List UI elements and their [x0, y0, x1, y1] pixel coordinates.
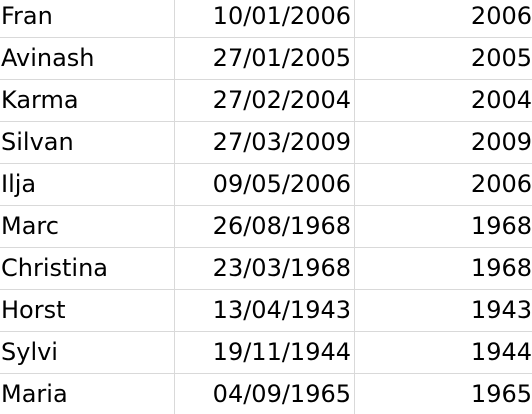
name-cell[interactable]: Marc [1, 212, 59, 240]
name-cell[interactable]: Horst [1, 296, 66, 324]
name-cell[interactable]: Karma [1, 86, 79, 114]
table-row: Sylvi 19/11/1944 1944 [0, 332, 532, 374]
year-cell[interactable]: 2005 [470, 44, 532, 72]
date-cell[interactable]: 13/04/1943 [212, 296, 351, 324]
date-cell[interactable]: 27/02/2004 [212, 86, 351, 114]
date-cell[interactable]: 04/09/1965 [212, 380, 351, 408]
date-cell[interactable]: 19/11/1944 [212, 338, 351, 366]
year-cell[interactable]: 2009 [470, 128, 532, 156]
name-cell[interactable]: Silvan [1, 128, 74, 156]
table-row: Horst 13/04/1943 1943 [0, 290, 532, 332]
name-cell[interactable]: Avinash [1, 44, 95, 72]
year-cell[interactable]: 1968 [470, 212, 532, 240]
date-cell[interactable]: 09/05/2006 [212, 170, 351, 198]
table-row: Ilja 09/05/2006 2006 [0, 164, 532, 206]
table-row: Karma 27/02/2004 2004 [0, 80, 532, 122]
name-cell[interactable]: Ilja [1, 170, 37, 198]
year-cell[interactable]: 1965 [470, 380, 532, 408]
table-row: Silvan 27/03/2009 2009 [0, 122, 532, 164]
year-cell[interactable]: 1943 [470, 296, 532, 324]
name-cell[interactable]: Maria [1, 380, 68, 408]
name-cell[interactable]: Christina [1, 254, 109, 282]
date-cell[interactable]: 23/03/1968 [212, 254, 351, 282]
name-cell[interactable]: Fran [1, 2, 53, 30]
date-cell[interactable]: 10/01/2006 [212, 2, 351, 30]
column-divider [174, 0, 175, 414]
year-cell[interactable]: 2004 [470, 86, 532, 114]
table-row: Christina 23/03/1968 1968 [0, 248, 532, 290]
table-row: Fran 10/01/2006 2006 [0, 0, 532, 38]
year-cell[interactable]: 1968 [470, 254, 532, 282]
date-cell[interactable]: 27/01/2005 [212, 44, 351, 72]
year-cell[interactable]: 2006 [470, 2, 532, 30]
table-row: Marc 26/08/1968 1968 [0, 206, 532, 248]
column-divider [354, 0, 355, 414]
date-cell[interactable]: 26/08/1968 [212, 212, 351, 240]
date-cell[interactable]: 27/03/2009 [212, 128, 351, 156]
table-row: Maria 04/09/1965 1965 [0, 374, 532, 414]
year-cell[interactable]: 1944 [470, 338, 532, 366]
year-cell[interactable]: 2006 [470, 170, 532, 198]
name-cell[interactable]: Sylvi [1, 338, 58, 366]
table-row: Avinash 27/01/2005 2005 [0, 38, 532, 80]
